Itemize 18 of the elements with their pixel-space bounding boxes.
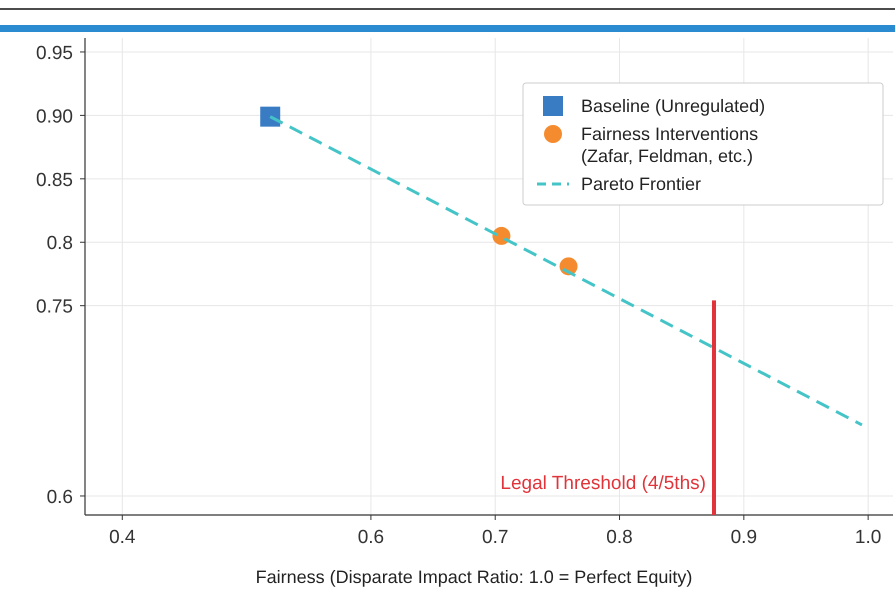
x-axis-title: Fairness (Disparate Impact Ratio: 1.0 = Perfect Equity): [256, 567, 692, 587]
y-tick-label: 0.8: [46, 233, 73, 254]
ref-line-label: Legal Threshold (4/5ths): [500, 473, 706, 494]
point: [260, 106, 280, 127]
y-tick-label: 0.95: [36, 42, 73, 64]
x-tick-label: 0.9: [730, 527, 758, 548]
legend-label: Baseline (Unregulated): [581, 96, 766, 116]
x-tick-label: 1.0: [854, 527, 882, 548]
y-tick-label: 0.90: [36, 106, 73, 128]
x-tick-label: 0.7: [482, 527, 508, 548]
x-tick-label: 0.6: [358, 527, 384, 548]
y-tick-label: 0.6: [46, 486, 73, 508]
y-tick-label: 0.85: [36, 170, 73, 191]
x-tick-label: 0.4: [109, 527, 136, 548]
x-tick-label: 0.8: [606, 527, 633, 548]
legend-label: Pareto Frontier: [581, 174, 702, 194]
y-tick-label: 0.75: [36, 296, 73, 318]
legend-label: Fairness Interventions (Zafar, Feldman, etc.): [581, 124, 758, 166]
